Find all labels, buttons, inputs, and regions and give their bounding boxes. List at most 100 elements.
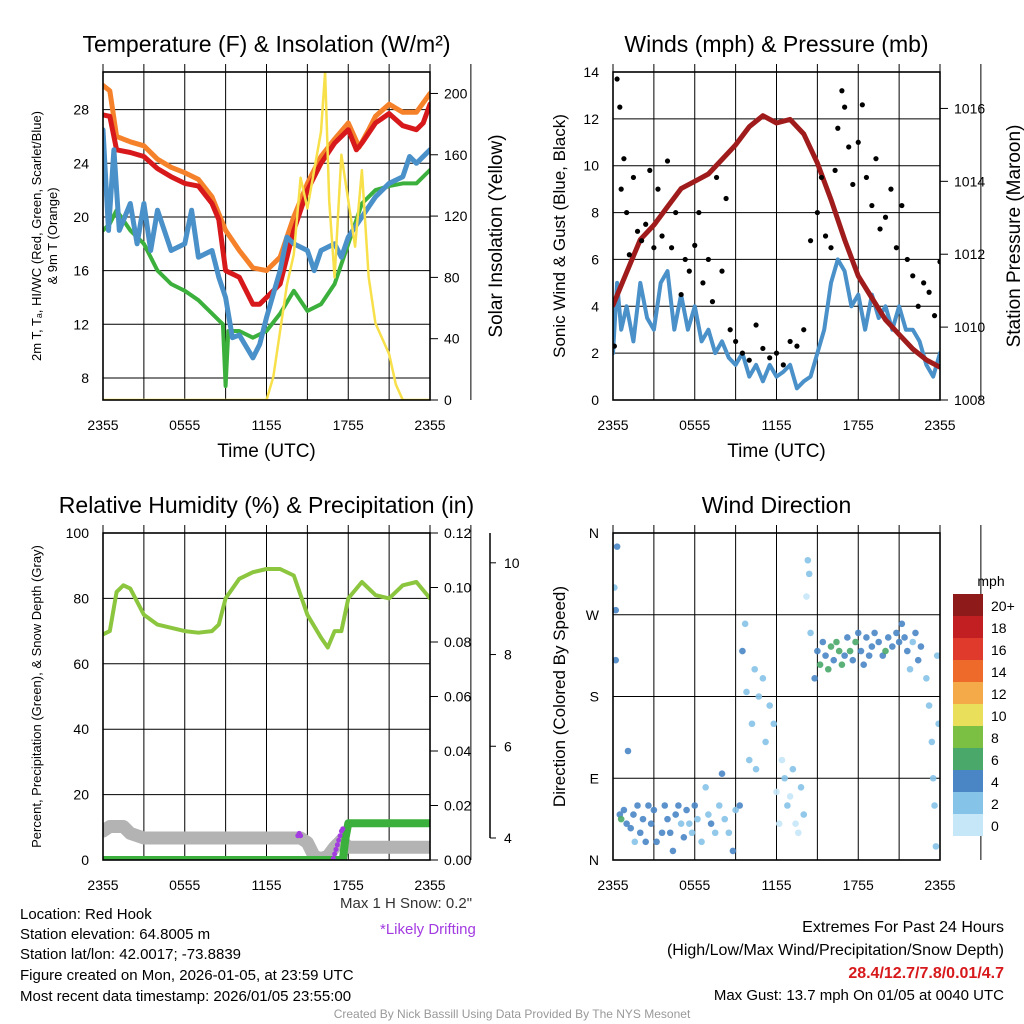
y-axis-label: Direction (Colored By Speed) (550, 586, 569, 807)
point-gust (709, 299, 716, 305)
wind-direction-point (846, 647, 854, 655)
y-tick-label: 6 (591, 251, 599, 267)
wind-direction-point (739, 647, 746, 655)
y-right-tick-label: 0.02 (444, 798, 471, 814)
x-axis-label: Time (UTC) (217, 441, 316, 462)
chart-panel-3: Relative Humidity (%) & Precipitation (i… (29, 492, 520, 893)
plot-area (613, 526, 940, 855)
y-tick-label: 10 (583, 158, 599, 174)
wind-direction-point (748, 720, 756, 728)
wind-direction-point (642, 838, 649, 846)
wind-direction-point (904, 647, 911, 655)
y-tick-label: 0 (591, 392, 599, 408)
point-gust (647, 167, 653, 173)
series-relative-humidity (103, 567, 430, 650)
wind-direction-point (675, 802, 682, 809)
wind-direction-point (741, 620, 749, 628)
y-right-tick-label: 80 (444, 269, 460, 285)
wind-direction-point (819, 638, 827, 646)
wind-direction-point (725, 829, 733, 837)
colorbar-swatch (953, 770, 983, 792)
wind-direction-point (718, 770, 726, 778)
wind-direction-point (805, 570, 813, 578)
x-tick-label: 1155 (761, 417, 791, 433)
colorbar-label: 16 (991, 642, 1007, 658)
wind-direction-point (868, 643, 876, 650)
colorbar-swatch (953, 748, 983, 770)
created-text: Figure created on Mon, 2026-01-05, at 23… (20, 967, 354, 984)
wind-direction-point (656, 526, 663, 533)
wind-direction-point (630, 811, 637, 818)
x-tick-label: 0555 (169, 417, 200, 433)
wind-direction-point (707, 820, 715, 827)
colorbar-label: 0 (991, 818, 999, 834)
wind-direction-point (824, 665, 832, 673)
point-gust (705, 256, 711, 263)
colorbar-label: 14 (991, 664, 1007, 680)
y-tick-label: 60 (73, 656, 89, 672)
wind-direction-point (631, 838, 639, 846)
x-tick-label: 1755 (843, 877, 874, 893)
y-tick-label: 40 (73, 721, 89, 737)
wind-direction-point (755, 693, 763, 700)
y-right-axis-label: Station Pressure (Maroon) (1004, 125, 1024, 348)
point-likely-drifting (330, 856, 336, 860)
colorbar-swatch (953, 594, 983, 616)
y-right-tick-label: 120 (444, 208, 468, 224)
x-axis-label: Time (UTC) (727, 441, 826, 462)
y-tick-label: E (590, 770, 599, 786)
point-gust (643, 221, 649, 227)
point-gust (621, 156, 627, 162)
colorbar-swatch (953, 682, 983, 704)
colorbar-label: 10 (991, 708, 1007, 724)
x-tick-label: 1755 (333, 877, 364, 893)
wind-direction-point (906, 665, 914, 673)
wind-direction-point (854, 629, 862, 637)
x-tick-label: 2355 (597, 877, 628, 893)
y-right-tick-label: 0.12 (444, 525, 471, 541)
wind-direction-point (925, 702, 933, 709)
point-gust (888, 186, 894, 192)
wind-direction-point (666, 829, 674, 837)
point-gust (746, 357, 752, 363)
extremes-values: 28.4/12.7/7.8/0.01/4.7 (848, 965, 1004, 982)
point-gust (773, 350, 780, 356)
point-gust (818, 174, 825, 181)
wind-direction-point (895, 638, 903, 646)
wind-direction-point (875, 638, 882, 646)
plot-area (613, 76, 940, 391)
colorbar-swatch (953, 792, 983, 814)
wind-direction-point (639, 815, 647, 823)
x-tick-label: 2355 (87, 877, 118, 893)
plot-frame (612, 71, 941, 401)
y-right-tick-label: 1016 (954, 100, 985, 116)
wind-direction-point (702, 784, 709, 791)
point-gust (899, 202, 905, 209)
wind-direction-point (901, 634, 908, 641)
y-tick-label: 4 (591, 298, 599, 314)
wind-direction-point (914, 656, 922, 664)
point-gust (678, 291, 684, 298)
wind-direction-point (841, 652, 848, 659)
extremes-title: Extremes For Past 24 Hours (802, 919, 1004, 936)
wind-direction-point (623, 820, 630, 827)
y-axis-label: & 9m T (Orange) (45, 187, 60, 284)
wind-direction-point (835, 647, 843, 655)
wind-direction-point (745, 756, 753, 764)
wind-direction-point (650, 806, 658, 814)
wind-direction-point (732, 806, 739, 814)
y-tick-label: 2 (591, 345, 599, 361)
max-gust-text: Max Gust: 13.7 mph On 01/05 at 0040 UTC (713, 987, 1004, 1004)
y-tick-label: W (586, 607, 600, 623)
y-tick-label: 20 (73, 787, 89, 803)
wind-direction-point (838, 661, 846, 669)
x-tick-label: 2355 (414, 877, 445, 893)
point-likely-drifting (332, 851, 338, 857)
wind-direction-point (849, 656, 857, 664)
wind-direction-point (686, 820, 693, 827)
point-gust (753, 322, 759, 328)
wind-direction-point (613, 543, 621, 550)
wind-direction-point (833, 638, 840, 646)
wind-direction-point (759, 675, 767, 682)
point-likely-drifting (340, 826, 346, 832)
